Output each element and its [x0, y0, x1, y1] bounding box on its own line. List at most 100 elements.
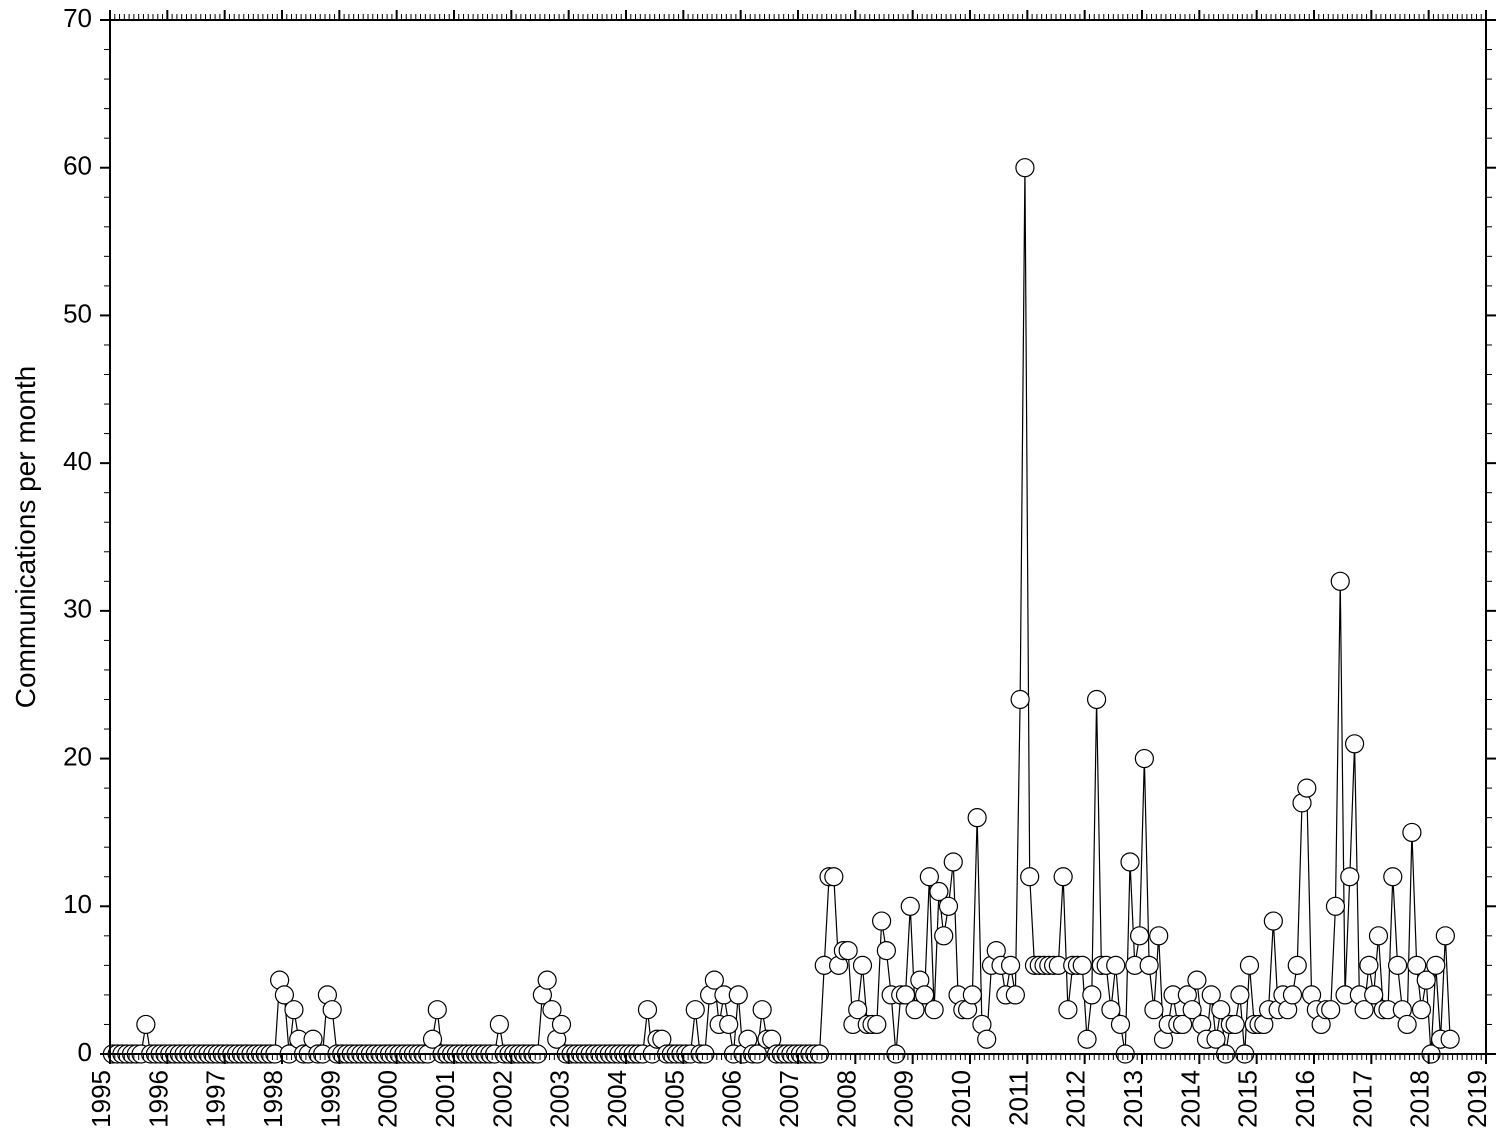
x-tick-label: 2010: [946, 1070, 976, 1128]
data-point: [1264, 912, 1282, 930]
data-point: [1322, 1001, 1340, 1019]
data-point: [963, 986, 981, 1004]
y-axis-label: Communications per month: [10, 366, 41, 708]
data-point: [753, 1001, 771, 1019]
data-point: [1384, 868, 1402, 886]
data-point: [1346, 735, 1364, 753]
data-point: [1021, 868, 1039, 886]
data-point: [137, 1015, 155, 1033]
x-tick-label: 2003: [545, 1070, 575, 1128]
data-point: [1403, 823, 1421, 841]
y-tick-label: 40: [63, 446, 92, 476]
data-point: [1131, 927, 1149, 945]
y-tick-label: 20: [63, 741, 92, 771]
data-point: [1331, 572, 1349, 590]
data-point: [925, 1001, 943, 1019]
y-tick-label: 60: [63, 151, 92, 181]
data-point: [825, 868, 843, 886]
data-point: [873, 912, 891, 930]
data-point: [1188, 971, 1206, 989]
data-point: [553, 1015, 571, 1033]
data-point: [1288, 956, 1306, 974]
data-point: [1011, 690, 1029, 708]
data-point: [1140, 956, 1158, 974]
y-tick-label: 0: [78, 1037, 92, 1067]
data-point: [853, 956, 871, 974]
y-tick-label: 30: [63, 594, 92, 624]
data-point: [428, 1001, 446, 1019]
data-point: [1016, 159, 1034, 177]
data-point: [944, 853, 962, 871]
y-tick-label: 10: [63, 889, 92, 919]
data-point: [1369, 927, 1387, 945]
x-tick-label: 2018: [1405, 1070, 1435, 1128]
data-point: [1059, 1001, 1077, 1019]
x-tick-label: 2009: [889, 1070, 919, 1128]
data-point: [1412, 1001, 1430, 1019]
x-tick-label: 2000: [373, 1070, 403, 1128]
data-point: [729, 986, 747, 1004]
x-tick-label: 2005: [659, 1070, 689, 1128]
line-scatter-chart: 1995199619971998199920002001200220032004…: [0, 0, 1506, 1144]
data-point: [935, 927, 953, 945]
x-tick-label: 2007: [774, 1070, 804, 1128]
x-tick-label: 2006: [717, 1070, 747, 1128]
data-point: [1298, 779, 1316, 797]
x-tick-label: 2016: [1290, 1070, 1320, 1128]
y-tick-label: 70: [63, 3, 92, 33]
x-tick-label: 1995: [86, 1070, 116, 1128]
data-point: [323, 1001, 341, 1019]
y-tick-label: 50: [63, 298, 92, 328]
data-point: [686, 1001, 704, 1019]
data-point: [490, 1015, 508, 1033]
data-point: [939, 897, 957, 915]
x-tick-label: 1996: [143, 1070, 173, 1128]
data-point: [1326, 897, 1344, 915]
data-point: [1389, 956, 1407, 974]
x-tick-label: 1998: [258, 1070, 288, 1128]
x-tick-label: 2013: [1118, 1070, 1148, 1128]
data-point: [1002, 956, 1020, 974]
x-tick-label: 2002: [487, 1070, 517, 1128]
data-point: [1107, 956, 1125, 974]
data-point: [1283, 986, 1301, 1004]
x-tick-label: 2001: [430, 1070, 460, 1128]
data-point: [877, 942, 895, 960]
x-tick-label: 2008: [831, 1070, 861, 1128]
data-point: [978, 1030, 996, 1048]
data-point: [1135, 750, 1153, 768]
data-point: [1360, 956, 1378, 974]
data-point: [868, 1015, 886, 1033]
chart-container: 1995199619971998199920002001200220032004…: [0, 0, 1506, 1144]
data-point: [1073, 956, 1091, 974]
data-point: [1441, 1030, 1459, 1048]
data-point: [839, 942, 857, 960]
data-point: [1121, 853, 1139, 871]
x-tick-label: 2014: [1175, 1070, 1205, 1128]
data-point: [1006, 986, 1024, 1004]
data-point: [1398, 1015, 1416, 1033]
data-point: [1427, 956, 1445, 974]
x-tick-label: 2019: [1462, 1070, 1492, 1128]
data-point: [1231, 986, 1249, 1004]
data-point: [1083, 986, 1101, 1004]
data-point: [1078, 1030, 1096, 1048]
data-point: [901, 897, 919, 915]
x-tick-label: 2011: [1003, 1070, 1033, 1126]
data-point: [538, 971, 556, 989]
data-point: [1150, 927, 1168, 945]
x-tick-label: 2015: [1233, 1070, 1263, 1128]
data-point: [1341, 868, 1359, 886]
data-point: [968, 809, 986, 827]
data-point: [1054, 868, 1072, 886]
x-tick-label: 2012: [1061, 1070, 1091, 1128]
x-tick-label: 1999: [315, 1070, 345, 1128]
x-tick-label: 1997: [201, 1070, 231, 1128]
data-point: [1240, 956, 1258, 974]
x-tick-label: 2017: [1347, 1070, 1377, 1128]
data-point: [639, 1001, 657, 1019]
data-point: [1436, 927, 1454, 945]
data-point: [1111, 1015, 1129, 1033]
x-tick-label: 2004: [602, 1070, 632, 1128]
data-point: [1145, 1001, 1163, 1019]
